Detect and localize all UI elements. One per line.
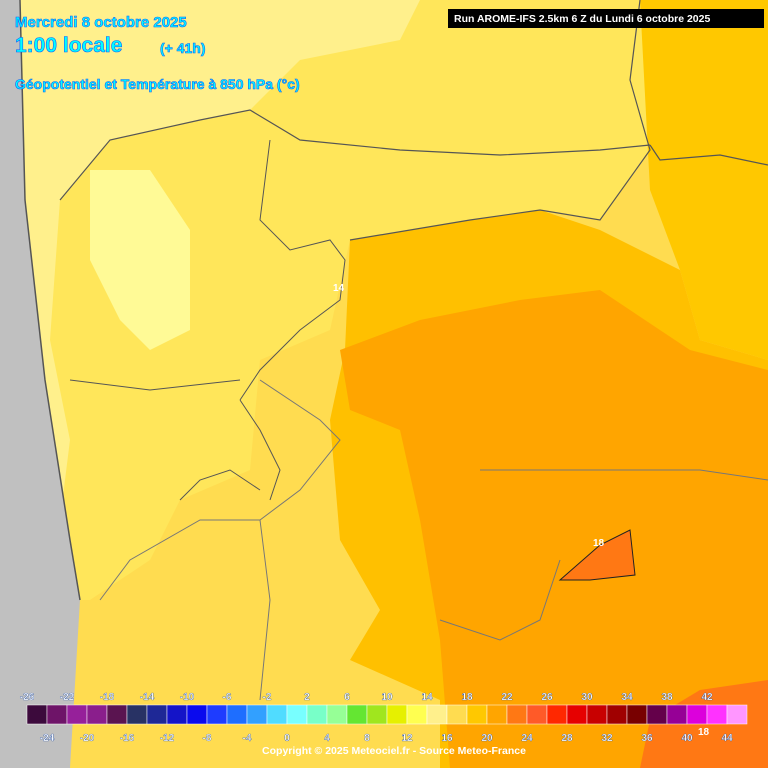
colorbar-label: -18 [100,692,115,703]
color-swatch [466,704,488,725]
color-swatch [86,704,108,725]
subtitle: Géopotentiel et Température à 850 hPa (°… [15,76,300,92]
color-swatch [546,704,568,725]
colorbar-label: 8 [364,733,370,744]
colorbar-label: -8 [203,733,212,744]
color-swatch [246,704,268,725]
color-swatch [66,704,88,725]
colorbar-label: 40 [681,733,693,744]
colorbar-label: 12 [401,733,413,744]
colorbar-label: 28 [561,733,573,744]
color-swatch [726,704,748,725]
contour-label: 18 [593,538,605,549]
colorbar-label: 36 [641,733,653,744]
color-swatch [406,704,428,725]
color-swatch [286,704,308,725]
color-swatch [586,704,608,725]
color-swatch [106,704,128,725]
colorbar-label: -14 [140,692,155,703]
colorbar-label: -4 [243,733,252,744]
colorbar-label: 20 [481,733,493,744]
color-swatch [526,704,548,725]
color-swatch [186,704,208,725]
contour-label: 18 [698,727,710,738]
color-swatch [646,704,668,725]
colorbar-label: 6 [344,692,350,703]
color-swatch [426,704,448,725]
colorbar-label: 22 [501,692,513,703]
colorbar-label: 14 [421,692,433,703]
run-info: Run AROME-IFS 2.5km 6 Z du Lundi 6 octob… [454,13,710,25]
color-swatch [366,704,388,725]
color-swatch [326,704,348,725]
color-swatch [166,704,188,725]
copyright: Copyright © 2025 Meteociel.fr - Source M… [262,745,526,757]
color-swatch [666,704,688,725]
colorbar-label: 32 [601,733,613,744]
colorbar-label: 4 [324,733,330,744]
colorbar-label: -12 [160,733,175,744]
colorbar-label: 44 [721,733,733,744]
colorbar-label: 16 [441,733,453,744]
color-swatch [46,704,68,725]
colorbar-label: 0 [284,733,290,744]
date: Mercredi 8 octobre 2025 [15,14,187,31]
colorbar-label: 2 [304,692,310,703]
run-box [448,9,764,28]
color-swatch [446,704,468,725]
colorbar-label: 38 [661,692,673,703]
color-swatch [506,704,528,725]
color-swatch [346,704,368,725]
colorbar-label: -10 [180,692,195,703]
colorbar-label: -26 [20,692,35,703]
color-swatch [486,704,508,725]
colorbar-label: 30 [581,692,593,703]
color-swatch [266,704,288,725]
color-swatch [706,704,728,725]
color-swatch [566,704,588,725]
color-swatch [686,704,708,725]
offset: (+ 41h) [160,40,206,56]
colorbar-label: 34 [621,692,633,703]
colorbar-label: -22 [60,692,75,703]
color-swatch [306,704,328,725]
color-swatch [226,704,248,725]
colorbar-label: -2 [263,692,272,703]
colorbar-label: 10 [381,692,393,703]
color-swatch [206,704,228,725]
color-swatch [606,704,628,725]
time: 1:00 locale [15,34,122,57]
color-swatch [126,704,148,725]
colorbar-label: -24 [40,733,55,744]
colorbar-label: 24 [521,733,533,744]
colorbar-label: -16 [120,733,135,744]
colorbar: -26-24-22-20-18-16-14-12-10-8-6-4-202468… [20,692,748,744]
contour-label: 14 [333,283,345,294]
colorbar-label: 42 [701,692,713,703]
color-swatch [386,704,408,725]
colorbar-label: -6 [223,692,232,703]
color-swatch [146,704,168,725]
colorbar-label: -20 [80,733,95,744]
colorbar-label: 18 [461,692,473,703]
color-swatch [26,704,48,725]
color-swatch [626,704,648,725]
colorbar-label: 26 [541,692,553,703]
